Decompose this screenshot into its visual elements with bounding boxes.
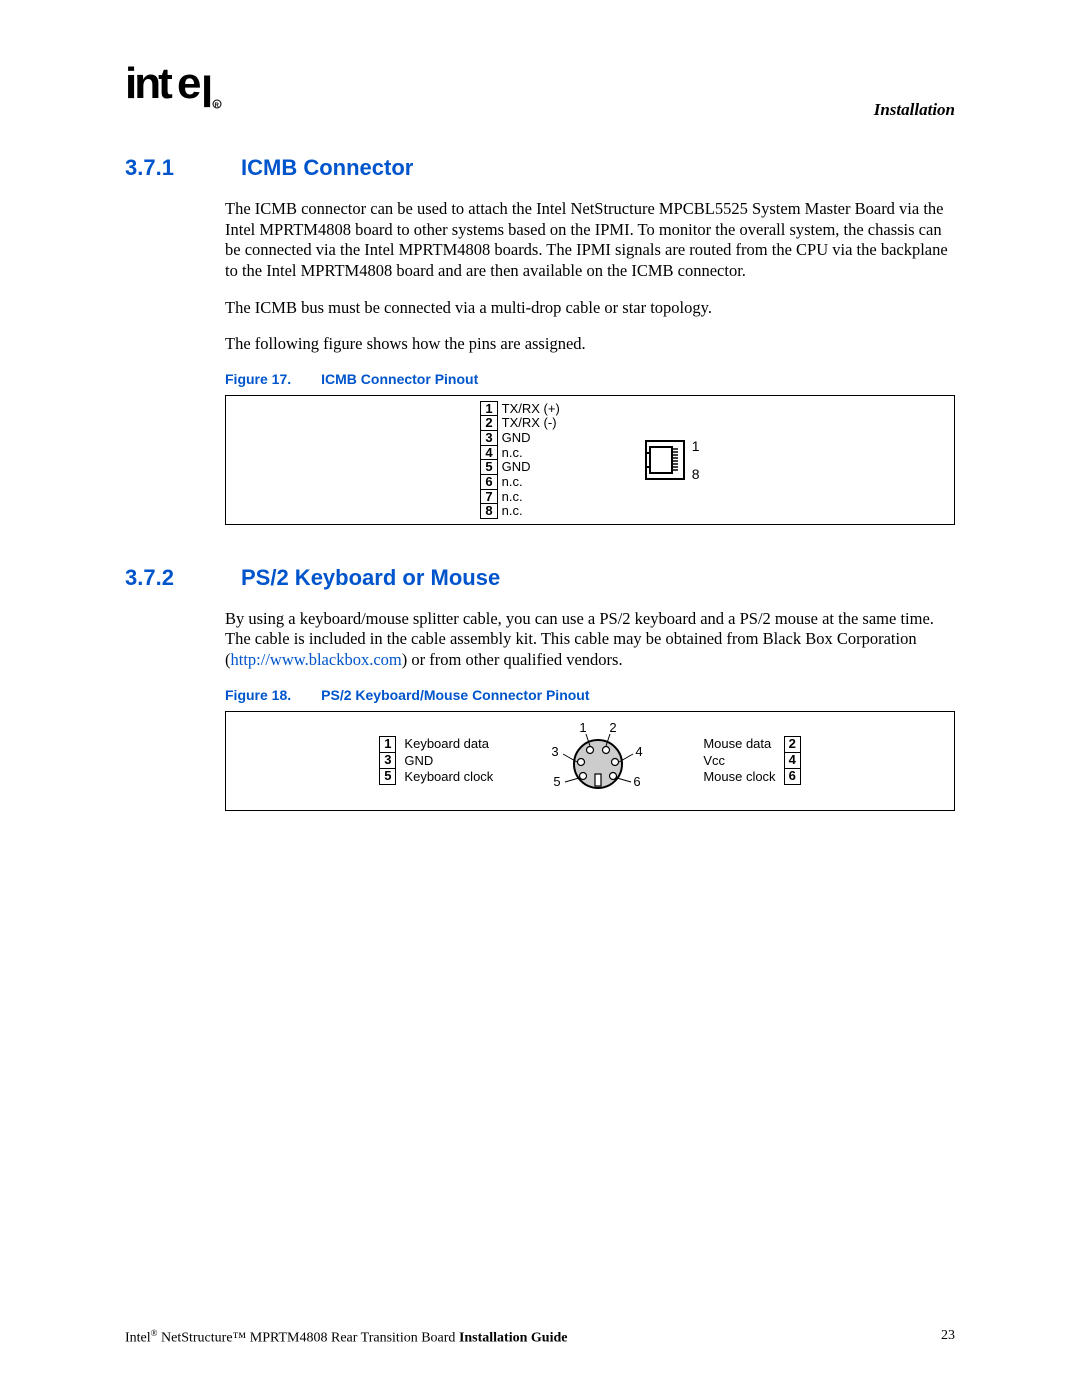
header-section-label: Installation [874, 100, 955, 120]
pin-num: 5 [380, 769, 396, 785]
page-number: 23 [941, 1328, 955, 1347]
pin-num: 4 [784, 753, 800, 769]
pin-sig: TX/RX (-) [497, 416, 564, 431]
pin-sig: n.c. [497, 504, 564, 519]
section-number: 3.7.2 [125, 565, 193, 591]
intel-logo-svg: int e l R [125, 60, 225, 110]
pin-sig: GND [404, 753, 493, 769]
pin-sig: n.c. [497, 474, 564, 489]
paragraph: The following figure shows how the pins … [225, 334, 955, 355]
footer-reg: ® [151, 1328, 158, 1338]
figure-17-box: 1TX/RX (+) 2TX/RX (-) 3GND 4n.c. 5GND 6n… [225, 395, 955, 525]
pin-num: 1 [380, 737, 396, 753]
conn-pin-label: 5 [553, 774, 560, 789]
section-title: ICMB Connector [241, 155, 413, 181]
pin-num: 7 [481, 489, 497, 504]
conn-pin-label: 2 [609, 720, 616, 735]
pin-num: 2 [481, 416, 497, 431]
pin-sig: n.c. [497, 489, 564, 504]
pin-sig: Keyboard data [404, 736, 493, 752]
figure-18-box: 1 3 5 Keyboard data GND Keyboard clock [225, 711, 955, 811]
ps2-connector-icon: 1 2 3 4 5 6 [543, 726, 653, 796]
pin-num: 8 [481, 504, 497, 519]
conn-pin-label: 1 [579, 720, 586, 735]
section-title: PS/2 Keyboard or Mouse [241, 565, 500, 591]
intel-logo: int e l R [125, 60, 225, 120]
paragraph-text: ) or from other qualified vendors. [402, 650, 623, 669]
pin-num: 1 [481, 401, 497, 416]
figure-number: Figure 17. [225, 371, 291, 387]
section-number: 3.7.1 [125, 155, 193, 181]
pin-num: 4 [481, 445, 497, 460]
pin-sig: GND [497, 460, 564, 475]
rj-pin-bottom: 8 [692, 466, 700, 482]
footer-text: Intel [125, 1331, 151, 1346]
ps2-left-signals: Keyboard data GND Keyboard clock [404, 736, 493, 785]
page-header: int e l R Installation [125, 60, 955, 120]
svg-text:e: e [177, 60, 200, 108]
rj45-icon [644, 439, 686, 481]
conn-pin-label: 3 [551, 744, 558, 759]
figure-caption: Figure 17. ICMB Connector Pinout [225, 371, 955, 387]
conn-pin-label: 6 [633, 774, 640, 789]
pin-num: 3 [380, 753, 396, 769]
pin-sig: Mouse data [703, 736, 775, 752]
ps2-left-pin-table: 1 3 5 [379, 736, 396, 785]
pin-sig: Vcc [703, 753, 775, 769]
ps2-right-pin-table: 2 4 6 [784, 736, 801, 785]
figure-number: Figure 18. [225, 687, 291, 703]
paragraph: The ICMB bus must be connected via a mul… [225, 298, 955, 319]
figure-caption: Figure 18. PS/2 Keyboard/Mouse Connector… [225, 687, 955, 703]
ps2-right-group: Mouse data Vcc Mouse clock 2 4 6 [703, 736, 800, 785]
ps2-right-signals: Mouse data Vcc Mouse clock [703, 736, 775, 785]
pin-num: 6 [784, 769, 800, 785]
paragraph: By using a keyboard/mouse splitter cable… [225, 609, 955, 671]
figure-title: ICMB Connector Pinout [321, 371, 478, 387]
rj-connector-icon: 1 8 [644, 438, 700, 482]
footer-text-bold: Installation Guide [459, 1331, 568, 1346]
footer-title: Intel® NetStructure™ MPRTM4808 Rear Tran… [125, 1328, 567, 1347]
paragraph: The ICMB connector can be used to attach… [225, 199, 955, 282]
pin-num: 6 [481, 474, 497, 489]
pin-sig: TX/RX (+) [497, 401, 564, 416]
svg-text:l: l [201, 68, 211, 110]
pin-sig: n.c. [497, 445, 564, 460]
figure-title: PS/2 Keyboard/Mouse Connector Pinout [321, 687, 589, 703]
pin-num: 3 [481, 430, 497, 445]
section-heading-1: 3.7.1 ICMB Connector [125, 155, 955, 181]
icmb-pin-table: 1TX/RX (+) 2TX/RX (-) 3GND 4n.c. 5GND 6n… [480, 401, 563, 519]
footer-text: NetStructure™ MPRTM4808 Rear Transition … [158, 1331, 459, 1346]
page-footer: Intel® NetStructure™ MPRTM4808 Rear Tran… [125, 1328, 955, 1347]
svg-text:int: int [125, 60, 173, 108]
conn-pin-label: 4 [635, 744, 642, 759]
rj-pin-top: 1 [692, 438, 700, 454]
pin-num: 5 [481, 460, 497, 475]
pin-sig: Keyboard clock [404, 769, 493, 785]
ps2-left-group: 1 3 5 Keyboard data GND Keyboard clock [379, 736, 493, 785]
pin-sig: GND [497, 430, 564, 445]
pin-sig: Mouse clock [703, 769, 775, 785]
pin-num: 2 [784, 737, 800, 753]
blackbox-link[interactable]: http://www.blackbox.com [231, 650, 402, 669]
section-heading-2: 3.7.2 PS/2 Keyboard or Mouse [125, 565, 955, 591]
